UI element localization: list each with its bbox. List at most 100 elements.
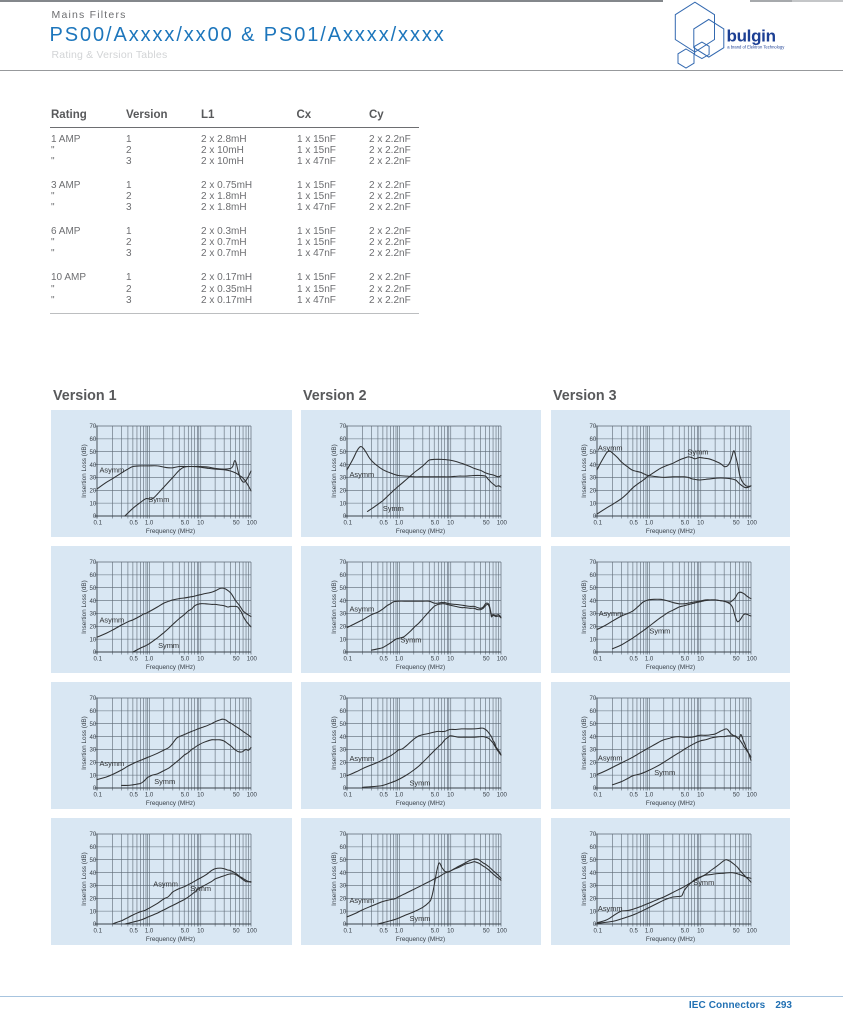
svg-text:60: 60 bbox=[90, 708, 97, 715]
svg-text:a brand of Elektron Technology: a brand of Elektron Technology bbox=[727, 45, 785, 50]
svg-text:Asymm: Asymm bbox=[350, 754, 375, 763]
svg-text:30: 30 bbox=[340, 611, 347, 618]
svg-text:0: 0 bbox=[343, 649, 347, 656]
svg-text:0.5: 0.5 bbox=[629, 520, 638, 527]
svg-text:Insertion Loss (dB): Insertion Loss (dB) bbox=[81, 444, 88, 498]
svg-text:50: 50 bbox=[483, 520, 490, 527]
svg-text:bulgin: bulgin bbox=[727, 27, 776, 46]
svg-text:0.1: 0.1 bbox=[344, 928, 353, 935]
svg-text:1.0: 1.0 bbox=[395, 792, 404, 799]
svg-text:1.0: 1.0 bbox=[645, 928, 654, 935]
svg-text:10: 10 bbox=[447, 792, 454, 799]
svg-text:Asymm: Asymm bbox=[100, 465, 125, 474]
svg-text:50: 50 bbox=[733, 656, 740, 663]
svg-text:0: 0 bbox=[93, 785, 97, 792]
svg-text:60: 60 bbox=[590, 572, 597, 579]
svg-text:10: 10 bbox=[697, 520, 704, 527]
svg-text:100: 100 bbox=[247, 656, 258, 663]
svg-text:Asymm: Asymm bbox=[598, 753, 623, 762]
svg-text:50: 50 bbox=[483, 656, 490, 663]
svg-text:0: 0 bbox=[93, 921, 97, 928]
svg-text:70: 70 bbox=[340, 423, 347, 430]
svg-text:100: 100 bbox=[747, 792, 758, 799]
svg-text:20: 20 bbox=[340, 624, 347, 631]
svg-text:10: 10 bbox=[340, 500, 347, 507]
svg-text:20: 20 bbox=[590, 760, 597, 767]
svg-text:5.0: 5.0 bbox=[681, 792, 690, 799]
svg-text:Symm: Symm bbox=[383, 504, 404, 513]
svg-text:5.0: 5.0 bbox=[681, 928, 690, 935]
svg-text:40: 40 bbox=[590, 870, 597, 877]
svg-text:30: 30 bbox=[90, 747, 97, 754]
svg-text:20: 20 bbox=[90, 624, 97, 631]
svg-text:100: 100 bbox=[747, 520, 758, 527]
svg-text:Symm: Symm bbox=[154, 777, 175, 786]
svg-text:5.0: 5.0 bbox=[181, 928, 190, 935]
svg-text:0: 0 bbox=[343, 785, 347, 792]
svg-text:50: 50 bbox=[340, 585, 347, 592]
svg-text:20: 20 bbox=[90, 488, 97, 495]
svg-text:Symm: Symm bbox=[190, 884, 211, 893]
svg-text:Frequency (MHz): Frequency (MHz) bbox=[146, 664, 195, 671]
svg-text:Symm: Symm bbox=[158, 641, 179, 650]
svg-text:20: 20 bbox=[90, 760, 97, 767]
svg-text:Symm: Symm bbox=[148, 495, 169, 504]
svg-text:50: 50 bbox=[733, 792, 740, 799]
svg-text:Asymm: Asymm bbox=[350, 896, 375, 905]
svg-text:30: 30 bbox=[590, 475, 597, 482]
svg-text:0.1: 0.1 bbox=[594, 656, 603, 663]
svg-text:40: 40 bbox=[90, 870, 97, 877]
svg-text:Insertion Loss (dB): Insertion Loss (dB) bbox=[581, 444, 588, 498]
svg-text:10: 10 bbox=[197, 520, 204, 527]
svg-text:10: 10 bbox=[197, 928, 204, 935]
svg-text:1.0: 1.0 bbox=[145, 792, 154, 799]
svg-text:0.5: 0.5 bbox=[129, 656, 138, 663]
svg-text:10: 10 bbox=[90, 636, 97, 643]
svg-text:100: 100 bbox=[247, 928, 258, 935]
svg-text:Insertion Loss (dB): Insertion Loss (dB) bbox=[81, 716, 88, 770]
svg-text:30: 30 bbox=[90, 883, 97, 890]
svg-text:10: 10 bbox=[447, 928, 454, 935]
svg-text:40: 40 bbox=[590, 462, 597, 469]
svg-text:30: 30 bbox=[590, 747, 597, 754]
svg-text:0.5: 0.5 bbox=[379, 656, 388, 663]
svg-text:50: 50 bbox=[233, 656, 240, 663]
svg-text:50: 50 bbox=[733, 928, 740, 935]
svg-text:0: 0 bbox=[93, 513, 97, 520]
svg-text:0.1: 0.1 bbox=[594, 520, 603, 527]
svg-text:0.5: 0.5 bbox=[129, 792, 138, 799]
svg-text:60: 60 bbox=[590, 708, 597, 715]
svg-text:40: 40 bbox=[590, 734, 597, 741]
svg-text:50: 50 bbox=[90, 585, 97, 592]
svg-text:1.0: 1.0 bbox=[395, 928, 404, 935]
svg-text:0.5: 0.5 bbox=[379, 928, 388, 935]
svg-text:30: 30 bbox=[340, 747, 347, 754]
svg-text:0.5: 0.5 bbox=[379, 792, 388, 799]
svg-text:20: 20 bbox=[340, 760, 347, 767]
svg-text:0.1: 0.1 bbox=[344, 792, 353, 799]
svg-text:20: 20 bbox=[340, 488, 347, 495]
svg-text:Insertion Loss (dB): Insertion Loss (dB) bbox=[581, 716, 588, 770]
svg-text:0.5: 0.5 bbox=[129, 520, 138, 527]
svg-text:0.1: 0.1 bbox=[344, 656, 353, 663]
svg-text:50: 50 bbox=[90, 449, 97, 456]
svg-text:Frequency (MHz): Frequency (MHz) bbox=[646, 800, 695, 807]
svg-text:5.0: 5.0 bbox=[431, 928, 440, 935]
svg-text:Insertion Loss (dB): Insertion Loss (dB) bbox=[331, 580, 338, 634]
svg-text:0: 0 bbox=[593, 785, 597, 792]
svg-text:100: 100 bbox=[497, 792, 508, 799]
svg-text:20: 20 bbox=[590, 896, 597, 903]
svg-text:70: 70 bbox=[90, 831, 97, 838]
svg-text:0.5: 0.5 bbox=[129, 928, 138, 935]
svg-text:100: 100 bbox=[497, 656, 508, 663]
svg-text:Asymm: Asymm bbox=[350, 470, 375, 479]
svg-text:50: 50 bbox=[90, 857, 97, 864]
svg-text:70: 70 bbox=[590, 695, 597, 702]
svg-text:1.0: 1.0 bbox=[145, 656, 154, 663]
svg-text:5.0: 5.0 bbox=[681, 656, 690, 663]
svg-text:Asymm: Asymm bbox=[100, 759, 125, 768]
svg-text:60: 60 bbox=[90, 436, 97, 443]
svg-text:10: 10 bbox=[90, 500, 97, 507]
svg-text:Symm: Symm bbox=[410, 778, 431, 787]
svg-text:10: 10 bbox=[590, 908, 597, 915]
